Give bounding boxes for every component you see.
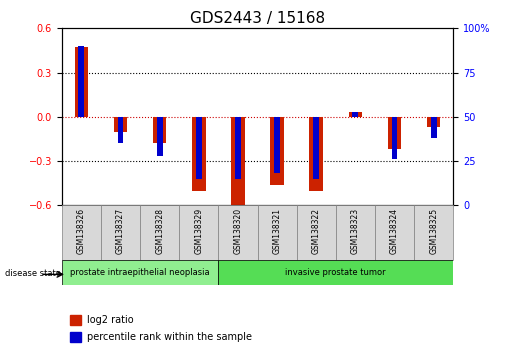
Text: GSM138325: GSM138325 [429, 208, 438, 254]
Bar [414, 205, 453, 260]
Bar [258, 205, 297, 260]
Text: GSM138327: GSM138327 [116, 208, 125, 254]
Bar [231, 117, 245, 205]
Text: GSM138321: GSM138321 [272, 208, 282, 254]
Text: GSM138322: GSM138322 [312, 208, 321, 254]
Bar [388, 117, 401, 149]
Bar [297, 205, 336, 260]
Text: GSM138320: GSM138320 [233, 208, 243, 254]
Bar [336, 205, 375, 260]
Bar [270, 117, 284, 185]
Text: invasive prostate tumor: invasive prostate tumor [285, 268, 386, 277]
Text: disease state: disease state [5, 269, 61, 278]
Bar [179, 205, 218, 260]
Text: GSM138326: GSM138326 [77, 208, 86, 254]
Bar [62, 260, 218, 285]
Bar [70, 332, 80, 342]
Bar [391, 117, 398, 159]
Bar [375, 205, 414, 260]
Bar [75, 47, 88, 117]
Bar [218, 205, 258, 260]
Text: GSM138324: GSM138324 [390, 208, 399, 254]
Text: percentile rank within the sample: percentile rank within the sample [87, 332, 252, 342]
Text: GSM138323: GSM138323 [351, 208, 360, 254]
Bar [117, 117, 124, 143]
Bar [192, 117, 205, 190]
Bar [313, 117, 319, 179]
Bar [218, 260, 453, 285]
Text: GSM138328: GSM138328 [155, 208, 164, 254]
Bar [101, 205, 140, 260]
Text: prostate intraepithelial neoplasia: prostate intraepithelial neoplasia [70, 268, 210, 277]
Bar [140, 205, 179, 260]
Bar [235, 117, 241, 179]
Text: log2 ratio: log2 ratio [87, 315, 134, 325]
Bar [153, 117, 166, 143]
Title: GDS2443 / 15168: GDS2443 / 15168 [190, 11, 325, 26]
Bar [310, 117, 323, 190]
Bar [157, 117, 163, 156]
Bar [78, 46, 84, 117]
Bar [70, 315, 80, 325]
Bar [62, 205, 101, 260]
Bar [431, 117, 437, 138]
Bar [274, 117, 280, 173]
Bar [349, 113, 362, 117]
Bar [114, 117, 127, 132]
Bar [427, 117, 440, 127]
Bar [352, 112, 358, 117]
Text: GSM138329: GSM138329 [194, 208, 203, 254]
Bar [196, 117, 202, 179]
